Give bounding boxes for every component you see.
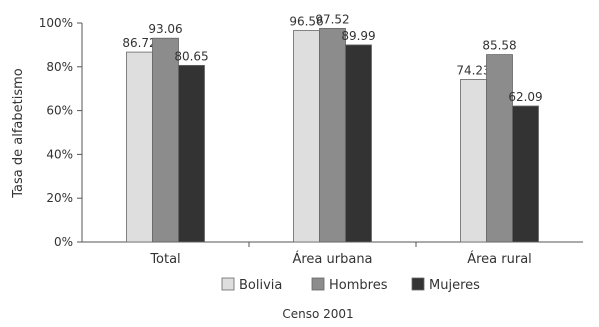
legend-item-mujeres: Mujeres: [411, 277, 480, 293]
value-label: 80.65: [174, 49, 208, 63]
y-tick-label: 0%: [54, 235, 73, 249]
value-label: 86.72: [122, 36, 156, 50]
y-tick-label: 80%: [46, 60, 73, 74]
axes: 0% 20% 40% 60% 80% 100% Total Área urbana Área r…: [39, 16, 583, 267]
bar-mujeres-1: [345, 44, 372, 243]
legend-swatch: [221, 277, 235, 291]
bar-bolivia-1: [293, 30, 320, 243]
bar-mujeres-2: [512, 105, 539, 243]
value-label: 89.99: [341, 29, 375, 43]
legend-label: Hombres: [329, 278, 388, 293]
bar-hombres-1: [319, 28, 346, 243]
legend-swatch: [411, 277, 425, 291]
value-label: 74.23: [456, 63, 490, 77]
bar-bolivia-0: [126, 51, 153, 243]
legend-label: Mujeres: [429, 278, 480, 293]
legend-swatch: [311, 277, 325, 291]
y-tick-label: 40%: [46, 147, 73, 161]
y-axis-label: Tasa de alfabetismo: [11, 68, 26, 199]
legend: Bolivia Hombres Mujeres: [221, 277, 480, 293]
value-label: 85.58: [482, 39, 516, 53]
bar-bolivia-2: [460, 79, 487, 243]
bar-hombres-2: [486, 54, 513, 243]
y-tick-label: 100%: [39, 16, 73, 30]
legend-item-bolivia: Bolivia: [221, 277, 282, 293]
y-tick-label: 60%: [46, 104, 73, 118]
value-label: 62.09: [508, 90, 542, 104]
value-label: 93.06: [148, 22, 182, 36]
value-label: 96.56: [289, 15, 323, 29]
category-label: Área rural: [467, 251, 532, 267]
legend-item-hombres: Hombres: [311, 277, 388, 293]
y-tick-label: 20%: [46, 191, 73, 205]
chart-caption: Censo 2001: [282, 307, 353, 321]
bar-hombres-0: [152, 37, 179, 243]
bar-mujeres-0: [178, 64, 205, 243]
legend-label: Bolivia: [239, 278, 282, 293]
category-label: Total: [149, 252, 180, 267]
category-label: Área urbana: [292, 251, 372, 267]
value-label: 97.52: [315, 12, 349, 26]
